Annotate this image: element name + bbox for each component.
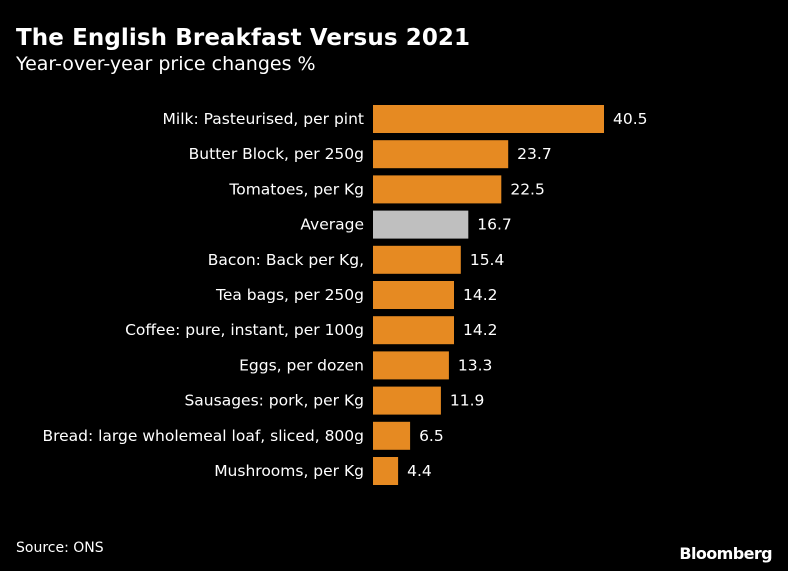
value-label-coffee-pure-instant-per-100g: 14.2: [463, 321, 498, 339]
category-label-coffee-pure-instant-per-100g: Coffee: pure, instant, per 100g: [125, 321, 364, 339]
category-label-milk-pasteurised-per-pint: Milk: Pasteurised, per pint: [163, 110, 364, 128]
category-label-average: Average: [300, 216, 364, 234]
value-label-mushrooms-per-kg: 4.4: [407, 462, 432, 480]
value-label-bacon-back-per-kg: 15.4: [470, 251, 505, 269]
category-label-tomatoes-per-kg: Tomatoes, per Kg: [228, 180, 364, 198]
value-label-sausages-pork-per-kg: 11.9: [450, 392, 485, 410]
bar-butter-block-per-250g: [373, 140, 509, 169]
category-label-tea-bags-per-250g: Tea bags, per 250g: [215, 286, 364, 304]
bar-sausages-pork-per-kg: [373, 386, 441, 415]
source-note: Source: ONS: [16, 540, 104, 556]
chart-subtitle: Year-over-year price changes %: [16, 53, 316, 75]
value-label-bread-large-wholemeal-loaf-sliced-800g: 6.5: [419, 427, 444, 445]
bar-mushrooms-per-kg: [373, 457, 399, 485]
value-label-tomatoes-per-kg: 22.5: [510, 180, 545, 198]
bar-bread-large-wholemeal-loaf-sliced-800g: [373, 421, 411, 450]
bar-coffee-pure-instant-per-100g: [373, 316, 454, 345]
category-label-butter-block-per-250g: Butter Block, per 250g: [189, 145, 364, 163]
bar-eggs-per-dozen: [373, 351, 449, 380]
category-label-mushrooms-per-kg: Mushrooms, per Kg: [214, 462, 364, 480]
bar-tea-bags-per-250g: [373, 281, 454, 309]
bar-average: [373, 210, 469, 239]
value-label-tea-bags-per-250g: 14.2: [463, 286, 498, 304]
value-label-milk-pasteurised-per-pint: 40.5: [613, 110, 648, 128]
bar-bacon-back-per-kg: [373, 245, 461, 274]
category-label-bacon-back-per-kg: Bacon: Back per Kg,: [208, 251, 364, 269]
bar-chart: Milk: Pasteurised, per pint 40.5 Butter Bl…: [42, 105, 648, 485]
category-label-eggs-per-dozen: Eggs, per dozen: [239, 356, 364, 374]
value-label-eggs-per-dozen: 13.3: [458, 356, 493, 374]
value-label-average: 16.7: [477, 216, 512, 234]
category-label-sausages-pork-per-kg: Sausages: pork, per Kg: [184, 392, 364, 410]
bar-tomatoes-per-kg: [373, 175, 502, 204]
bar-milk-pasteurised-per-pint: [373, 105, 604, 133]
chart-title: The English Breakfast Versus 2021: [16, 25, 471, 51]
bloomberg-logo: Bloomberg: [679, 544, 772, 563]
category-label-bread-large-wholemeal-loaf-sliced-800g: Bread: large wholemeal loaf, sliced, 800…: [42, 427, 364, 445]
value-label-butter-block-per-250g: 23.7: [517, 145, 552, 163]
